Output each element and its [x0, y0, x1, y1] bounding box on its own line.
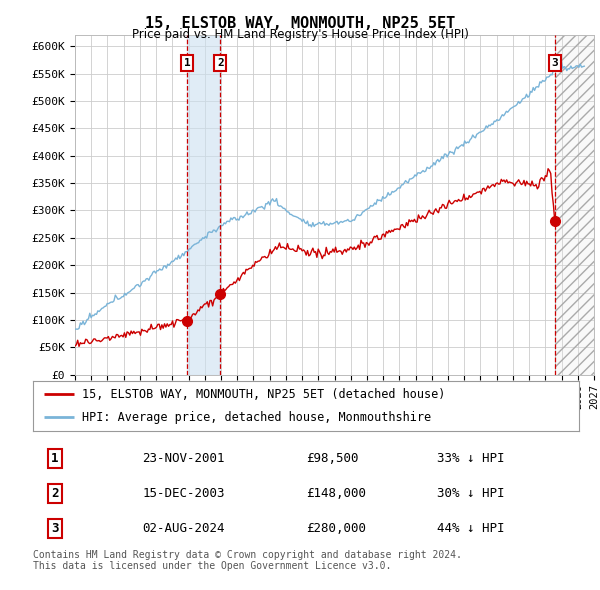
Text: 15-DEC-2003: 15-DEC-2003: [142, 487, 224, 500]
Bar: [555, 35, 594, 375]
Text: £280,000: £280,000: [306, 522, 366, 535]
Text: 2: 2: [217, 58, 224, 68]
Text: 2: 2: [51, 487, 59, 500]
Text: 1: 1: [184, 58, 190, 68]
Text: Price paid vs. HM Land Registry's House Price Index (HPI): Price paid vs. HM Land Registry's House …: [131, 28, 469, 41]
Text: £148,000: £148,000: [306, 487, 366, 500]
Bar: [555, 35, 594, 375]
Text: 30% ↓ HPI: 30% ↓ HPI: [437, 487, 505, 500]
Text: 1: 1: [51, 452, 59, 465]
Text: 3: 3: [551, 58, 558, 68]
Bar: [187, 35, 220, 375]
Text: 02-AUG-2024: 02-AUG-2024: [142, 522, 224, 535]
Text: 44% ↓ HPI: 44% ↓ HPI: [437, 522, 505, 535]
Text: £98,500: £98,500: [306, 452, 359, 465]
Text: 15, ELSTOB WAY, MONMOUTH, NP25 5ET (detached house): 15, ELSTOB WAY, MONMOUTH, NP25 5ET (deta…: [82, 388, 446, 401]
Text: 15, ELSTOB WAY, MONMOUTH, NP25 5ET: 15, ELSTOB WAY, MONMOUTH, NP25 5ET: [145, 16, 455, 31]
Text: HPI: Average price, detached house, Monmouthshire: HPI: Average price, detached house, Monm…: [82, 411, 431, 424]
Text: 3: 3: [51, 522, 59, 535]
Text: 23-NOV-2001: 23-NOV-2001: [142, 452, 224, 465]
Text: Contains HM Land Registry data © Crown copyright and database right 2024.
This d: Contains HM Land Registry data © Crown c…: [33, 550, 462, 572]
Text: 33% ↓ HPI: 33% ↓ HPI: [437, 452, 505, 465]
